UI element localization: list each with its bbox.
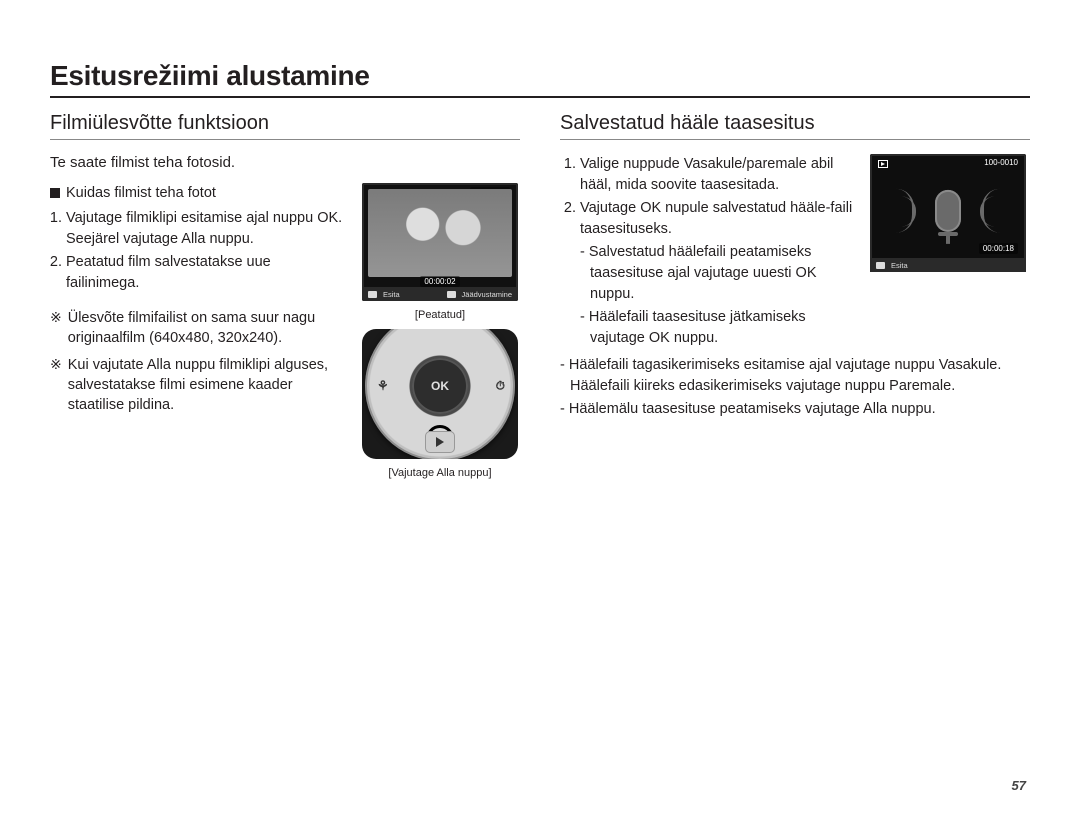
ok-label: OK — [431, 379, 449, 393]
paused-movie-lcd: 100-0010 00:00:02 Esita Jäädvustamine — [362, 183, 518, 301]
right-step-2: Vajutage OK nupule salvestatud hääle-fai… — [580, 198, 856, 349]
howto-label: Kuidas filmist teha fotot — [66, 183, 216, 204]
right-figure: 100-0010 00:00:18 Esita — [870, 154, 1030, 351]
bottombar-capture-label: Jäädvustamine — [462, 290, 512, 299]
ok-button-graphic: OK — [412, 358, 468, 414]
sound-wave-icon — [896, 189, 914, 233]
voice-playback-lcd: 100-0010 00:00:18 Esita — [870, 154, 1026, 272]
right-text-rest: Häälefaili tagasikerimiseks esitamise aj… — [560, 355, 1030, 420]
square-bullet-icon — [50, 188, 60, 198]
sound-wave-icon — [982, 189, 1000, 233]
file-counter: 100-0010 — [984, 158, 1018, 167]
ok-key-icon — [876, 262, 885, 269]
ok-key-icon — [368, 291, 377, 298]
left-intro: Te saate filmist teha fotosid. — [50, 154, 520, 171]
right-steps-list: Valige nuppude Vasakule/paremale abil hä… — [560, 154, 856, 349]
left-text-block: Kuidas filmist teha fotot Vajutage filmi… — [50, 183, 346, 479]
right-heading: Salvestatud hääle taasesitus — [560, 112, 1030, 140]
disp-label: DISP — [428, 329, 451, 330]
fig1-caption: [Peatatud] — [415, 309, 465, 321]
right-step-1: Valige nuppude Vasakule/paremale abil hä… — [580, 154, 856, 196]
page-number: 57 — [1012, 778, 1026, 793]
control-wheel-figure: DISP OK ❀ — [362, 329, 518, 459]
left-column: Filmiülesvõtte funktsioon Te saate filmi… — [50, 112, 520, 479]
right-sub-4: Häälemälu taasesituse peatamiseks vajuta… — [560, 399, 1030, 420]
left-figures: 100-0010 00:00:02 Esita Jäädvustamine [P… — [360, 183, 520, 479]
right-sub-2: Häälefaili taasesituse jätkamiseks vajut… — [580, 307, 856, 349]
left-heading: Filmiülesvõtte funktsioon — [50, 112, 520, 140]
note-symbol-icon: ※ — [50, 355, 62, 416]
page-title: Esitusrežiimi alustamine — [50, 60, 1030, 98]
microphone-base-icon — [938, 232, 958, 236]
left-steps-list: Vajutage filmiklipi esitamise ajal nuppu… — [50, 208, 346, 294]
elapsed-timer: 00:00:02 — [420, 276, 459, 287]
playback-mode-icon — [878, 160, 888, 168]
fig2-caption: [Vajutage Alla nuppu] — [388, 467, 491, 479]
left-note-2: Kui vajutate Alla nuppu filmiklipi algus… — [68, 355, 346, 416]
microphone-icon — [935, 190, 961, 232]
playback-button-icon — [425, 431, 455, 453]
two-column-layout: Filmiülesvõtte funktsioon Te saate filmi… — [50, 112, 1030, 479]
left-step-1: Vajutage filmiklipi esitamise ajal nuppu… — [66, 208, 346, 250]
timer-icon — [496, 379, 505, 394]
left-note-1: Ülesvõte filmifailist on sama suur nagu … — [68, 308, 346, 349]
macro-icon — [377, 378, 389, 394]
right-column: Salvestatud hääle taasesitus Valige nupp… — [560, 112, 1030, 479]
right-sub-3: Häälefaili tagasikerimiseks esitamise aj… — [560, 355, 1030, 397]
down-key-icon — [447, 291, 456, 298]
movie-frame-thumbnail — [368, 189, 512, 277]
left-step-2: Peatatud film salvestatakse uue failinim… — [66, 252, 346, 294]
right-sub-1: Salvestatud häälefaili peatamiseks taase… — [580, 242, 856, 305]
right-step-2-text: Vajutage OK nupule salvestatud hääle-fai… — [580, 200, 852, 237]
right-text-top: Valige nuppude Vasakule/paremale abil hä… — [560, 154, 856, 351]
note-symbol-icon: ※ — [50, 308, 62, 349]
bottombar-play-label: Esita — [891, 261, 908, 270]
elapsed-timer: 00:00:18 — [979, 243, 1018, 254]
bottombar-play-label: Esita — [383, 290, 400, 299]
